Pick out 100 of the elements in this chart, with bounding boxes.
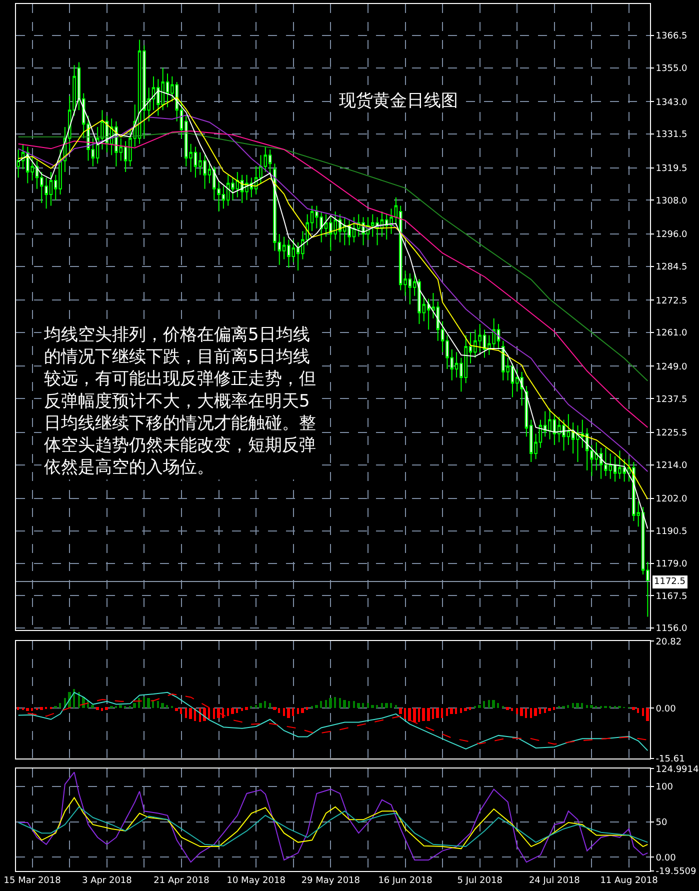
x-tick-label: 16 Jun 2018	[378, 876, 433, 886]
bar	[357, 703, 360, 708]
bar	[166, 705, 168, 708]
bar	[464, 708, 467, 712]
bar	[478, 705, 481, 708]
bar	[334, 697, 336, 708]
bar	[450, 708, 453, 714]
bar	[320, 701, 322, 708]
bar	[381, 703, 383, 708]
bar	[534, 708, 537, 716]
bar	[217, 708, 220, 718]
bar	[59, 703, 61, 708]
bar	[203, 708, 206, 722]
bar	[539, 708, 541, 714]
bar	[427, 708, 430, 722]
y-tick-label: 1237.5	[656, 394, 688, 405]
bar	[269, 703, 271, 708]
bar	[31, 708, 33, 712]
y-tick-label: 0.00	[656, 704, 676, 714]
bar	[399, 708, 402, 714]
bar	[287, 708, 290, 718]
annotation: 均线空头排列，价格在偏离5日均线的情况下继续下跌，目前离5日均线较远，有可能出现反弹修正走势，但反弹幅度预计不大，大概率在明天5日均线继续下移的情况才能触碰。整体空头趋势仍然未能改变，短期反弹依然是高空的入场位。	[43, 325, 316, 478]
y-tick-label: 1225.5	[656, 428, 688, 439]
y-tick-label: 1284.5	[656, 262, 688, 272]
y-tick-label: 1319.5	[656, 164, 688, 174]
bar	[105, 707, 108, 710]
bar	[180, 708, 182, 714]
line-series	[27, 694, 648, 745]
bar	[283, 708, 285, 716]
bar	[371, 705, 374, 708]
bar	[441, 708, 443, 718]
bar	[40, 707, 43, 710]
y-tick-label: 1272.5	[656, 296, 688, 306]
bar	[367, 703, 369, 708]
bar	[199, 708, 201, 722]
bar	[581, 703, 583, 708]
bar	[185, 708, 187, 718]
y-tick-label: 1179.0	[656, 559, 688, 570]
y-tick-label: 1343.0	[656, 98, 688, 108]
bar	[506, 707, 509, 710]
bar	[241, 708, 243, 712]
bar	[353, 701, 355, 708]
bar	[231, 708, 234, 714]
bar	[642, 708, 644, 716]
bar	[516, 708, 518, 714]
bar	[390, 703, 392, 708]
bar	[133, 703, 136, 708]
bar	[432, 708, 434, 720]
bar	[138, 698, 140, 708]
bar	[572, 703, 574, 708]
bar	[637, 708, 639, 714]
bar	[157, 701, 159, 708]
y-tick-label: 1366.5	[656, 32, 688, 42]
y-tick-label: -15.61	[656, 754, 685, 764]
bar	[236, 708, 238, 714]
y-tick-label: 0.00	[656, 853, 676, 864]
bar	[385, 703, 388, 708]
bar	[469, 707, 471, 710]
line-series	[18, 772, 648, 863]
bar	[227, 708, 229, 716]
bar	[339, 698, 341, 708]
bar	[208, 708, 210, 720]
bar	[418, 708, 420, 722]
bar	[73, 689, 75, 708]
x-tick-label: 5 Jul 2018	[457, 876, 503, 886]
bar	[590, 705, 593, 708]
bar	[259, 703, 262, 708]
y-tick-label: 1214.0	[656, 460, 688, 471]
bar	[78, 692, 80, 708]
bar	[147, 698, 150, 708]
bar	[455, 708, 457, 714]
bar	[395, 705, 397, 708]
y-tick-label: 20.82	[656, 637, 682, 648]
y-tick-label: 1156.0	[656, 624, 688, 634]
y-tick-label: 1202.0	[656, 494, 688, 505]
bar	[413, 708, 416, 722]
bar	[96, 707, 99, 710]
bar	[329, 698, 332, 708]
bar	[161, 703, 164, 708]
bar	[483, 701, 485, 708]
bar	[245, 707, 248, 710]
bar	[292, 708, 294, 716]
ref-line-label: 1172.5	[654, 577, 686, 587]
bar	[91, 705, 94, 708]
y-tick-label: 1249.0	[656, 362, 688, 372]
y-tick-label: 50	[656, 818, 668, 828]
bar	[278, 708, 280, 714]
y-tick-label: -19.5509	[656, 867, 697, 878]
y-tick-label: 1296.0	[656, 230, 688, 240]
x-tick-label: 21 Apr 2018	[154, 876, 210, 886]
bar	[255, 705, 257, 708]
bar	[646, 708, 649, 722]
bar	[119, 705, 122, 708]
x-tick-label: 10 May 2018	[226, 876, 286, 886]
bar	[446, 708, 448, 716]
x-tick-label: 3 Apr 2018	[82, 876, 132, 886]
bar	[586, 705, 588, 708]
x-tick-label: 29 May 2018	[301, 876, 360, 886]
bar	[436, 708, 439, 718]
line-series	[32, 797, 648, 850]
